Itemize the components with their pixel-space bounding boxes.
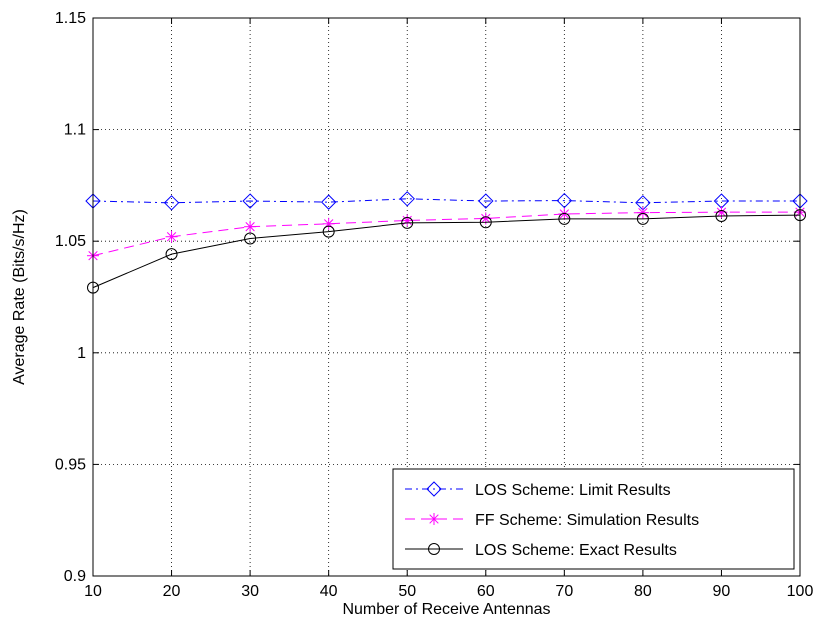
- data-point-circle: [244, 232, 257, 245]
- legend-entry: FF Scheme: Simulation Results: [405, 512, 699, 529]
- data-point-asterisk: [558, 207, 571, 220]
- data-point-asterisk: [165, 230, 178, 243]
- series-1: [85, 191, 808, 211]
- legend-entry: LOS Scheme: Exact Results: [405, 542, 677, 559]
- x-tick-label: 50: [398, 583, 416, 600]
- y-tick-label: 0.9: [64, 568, 86, 585]
- data-point-circle: [479, 216, 492, 229]
- legend-label: LOS Scheme: Exact Results: [475, 542, 677, 559]
- legend-marker-circle: [428, 543, 440, 555]
- y-tick-label: 1.05: [55, 233, 86, 250]
- y-tick-label: 1.15: [55, 10, 86, 27]
- x-tick-label: 60: [477, 583, 495, 600]
- data-point-circle: [165, 248, 178, 261]
- data-point-diamond: [320, 194, 337, 210]
- asterisk-stroke: [429, 514, 439, 524]
- x-tick-label: 70: [555, 583, 573, 600]
- plot-area-frame: [92, 17, 801, 577]
- series-3: [87, 209, 806, 294]
- x-tick-label: 10: [84, 583, 102, 600]
- data-point-diamond: [242, 193, 258, 209]
- data-point-circle: [558, 212, 571, 225]
- x-tick-label: 100: [787, 583, 814, 600]
- axis-ticks: 10 20 30 40 50 60 70 80 90 100 0.9 0.95 1 1.05 1.1 1.15: [55, 10, 814, 600]
- x-tick-label: 80: [634, 583, 652, 600]
- legend-marker-diamond: [426, 481, 442, 497]
- y-tick-label: 1: [77, 345, 86, 362]
- asterisk-stroke: [166, 232, 177, 242]
- data-point-diamond: [399, 191, 415, 207]
- legend-label: FF Scheme: Simulation Results: [475, 512, 699, 529]
- series-line: [92, 211, 800, 257]
- y-axis-title: Average Rate (Bits/s/Hz): [11, 209, 28, 385]
- data-point-diamond: [163, 195, 180, 211]
- data-point-diamond: [478, 193, 494, 209]
- series-line: [92, 198, 800, 204]
- data-point-circle: [636, 212, 649, 225]
- data-point-diamond: [556, 192, 573, 209]
- data-point-circle: [715, 209, 728, 222]
- x-tick-label: 40: [320, 583, 338, 600]
- legend-marker-asterisk: [428, 513, 440, 525]
- data-point-asterisk: [244, 220, 257, 233]
- asterisk-stroke: [716, 207, 727, 217]
- x-tick-label: 20: [163, 583, 181, 600]
- series-line: [92, 214, 801, 289]
- data-point-circle: [401, 216, 414, 229]
- asterisk-stroke: [245, 222, 255, 232]
- data-point-circle: [322, 225, 335, 238]
- asterisk-stroke: [638, 207, 648, 218]
- x-tick-label: 30: [241, 583, 259, 600]
- data-point-asterisk: [636, 206, 649, 219]
- y-tick-label: 0.95: [55, 456, 86, 473]
- series-group: [85, 191, 808, 294]
- legend: LOS Scheme: Limit Results FF Scheme: Simu…: [392, 468, 795, 570]
- asterisk-stroke: [559, 209, 570, 219]
- legend-label: LOS Scheme: Limit Results: [475, 482, 671, 499]
- legend-entry: LOS Scheme: Limit Results: [405, 481, 671, 499]
- x-tick-label: 90: [713, 583, 731, 600]
- y-tick-label: 1.1: [64, 122, 86, 139]
- asterisk-stroke: [481, 213, 491, 224]
- data-point-asterisk: [401, 214, 414, 227]
- x-axis-title: Number of Receive Antennas: [342, 601, 550, 618]
